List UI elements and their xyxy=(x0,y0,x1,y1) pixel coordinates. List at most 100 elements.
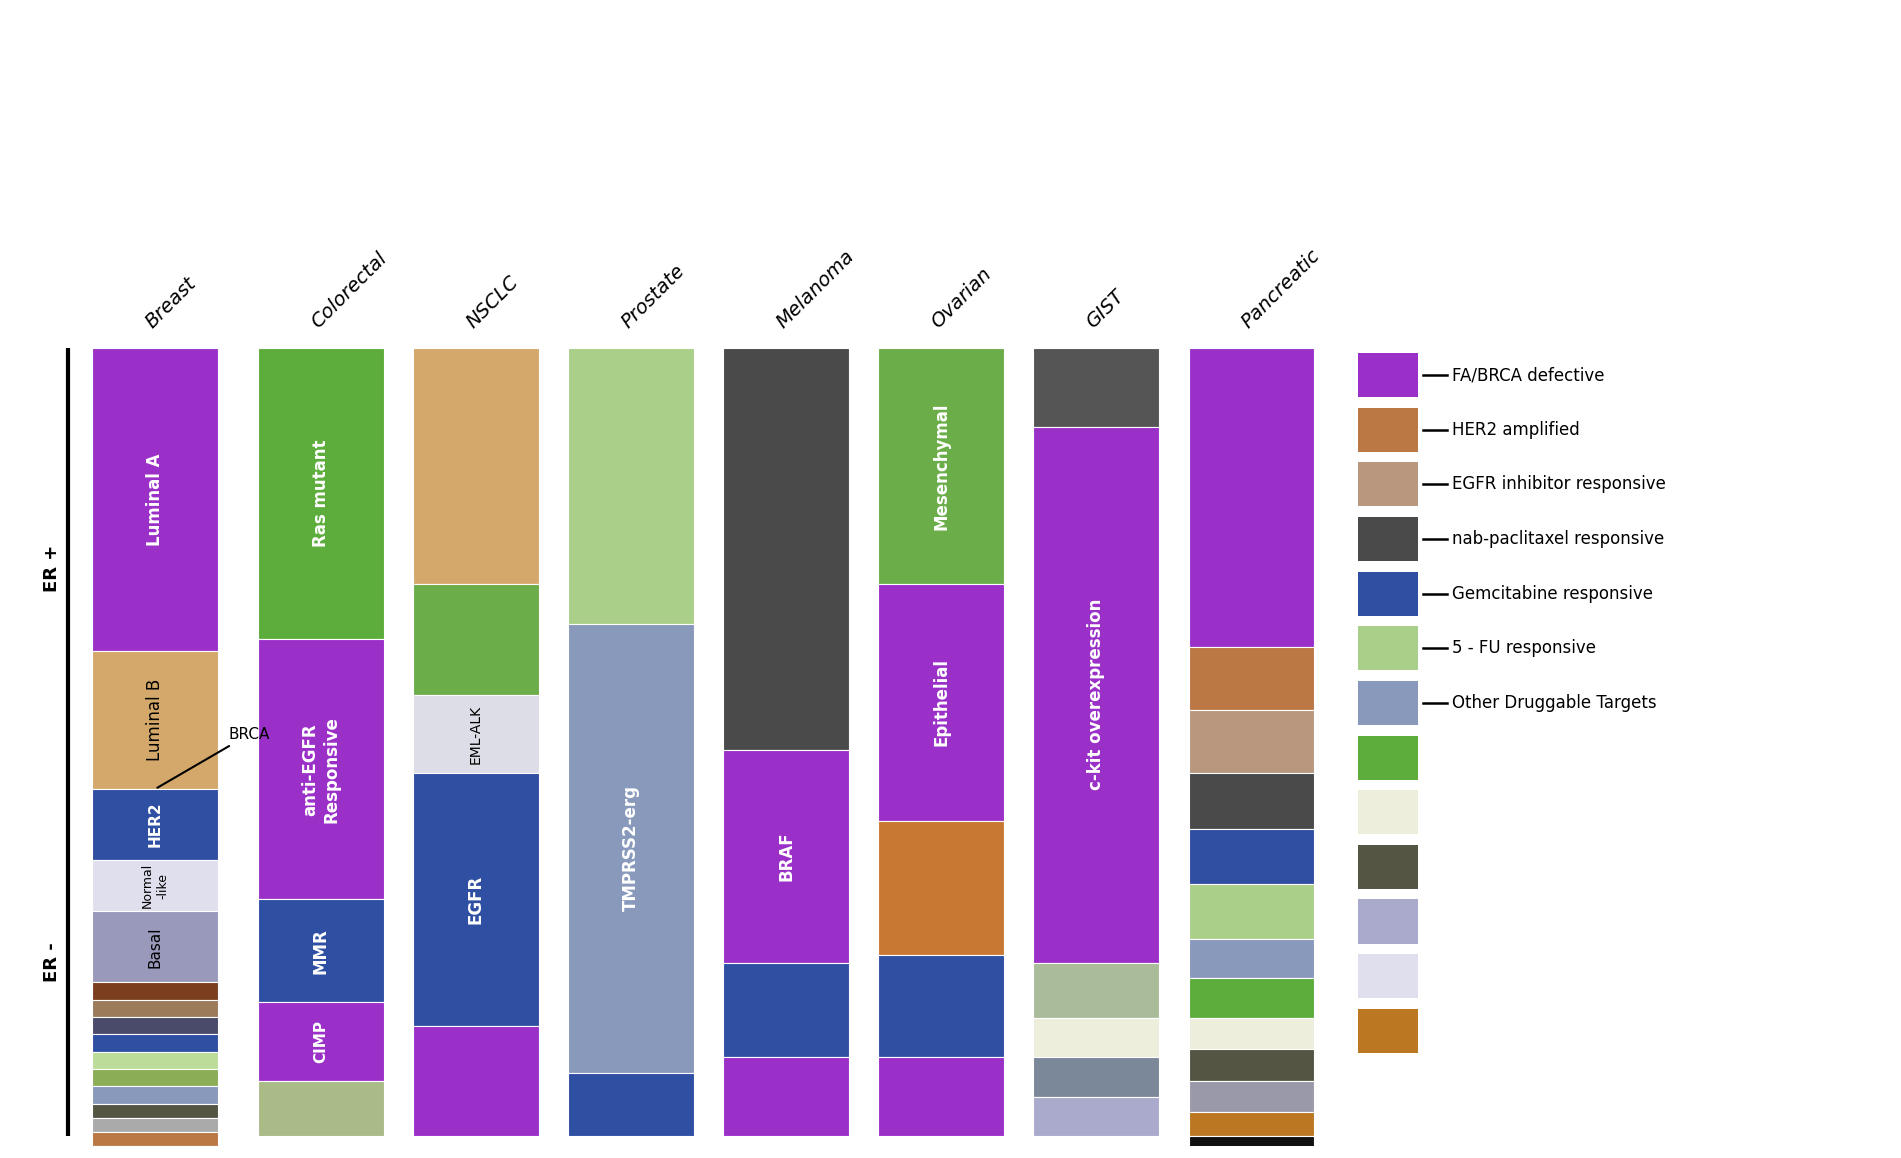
Bar xyxy=(1188,1113,1314,1136)
Text: Gemcitabine responsive: Gemcitabine responsive xyxy=(1452,585,1654,602)
Text: FA/BRCA defective: FA/BRCA defective xyxy=(1452,366,1604,384)
Bar xyxy=(1357,681,1418,725)
Text: GIST: GIST xyxy=(1084,287,1129,332)
Text: ER -: ER - xyxy=(44,943,61,982)
Bar xyxy=(91,651,219,789)
Bar xyxy=(568,624,694,1072)
Bar xyxy=(1034,1057,1160,1097)
Bar xyxy=(1357,1009,1418,1053)
Bar xyxy=(1188,1049,1314,1080)
Text: Mesenchymal: Mesenchymal xyxy=(931,402,950,530)
Bar xyxy=(1188,884,1314,939)
Bar xyxy=(722,347,850,749)
Text: Other Druggable Targets: Other Druggable Targets xyxy=(1452,694,1658,712)
Bar xyxy=(1357,626,1418,670)
Bar xyxy=(259,1002,384,1080)
Text: Prostate: Prostate xyxy=(618,262,688,332)
Bar xyxy=(878,1057,1004,1136)
Bar xyxy=(91,1104,219,1117)
Bar xyxy=(413,347,538,585)
Bar xyxy=(259,900,384,1002)
Bar xyxy=(1357,790,1418,834)
Bar xyxy=(1357,572,1418,616)
Bar xyxy=(91,1117,219,1133)
Bar xyxy=(91,347,219,651)
Bar xyxy=(1188,939,1314,979)
Bar xyxy=(568,1072,694,1136)
Text: Pancreatic: Pancreatic xyxy=(1238,245,1325,332)
Bar xyxy=(722,1057,850,1136)
Text: Normal
-like: Normal -like xyxy=(141,863,169,908)
Text: Luminal A: Luminal A xyxy=(146,453,163,545)
Bar xyxy=(1034,962,1160,1018)
Bar xyxy=(413,695,538,774)
Bar xyxy=(413,585,538,695)
Text: TMPRSS2-erg: TMPRSS2-erg xyxy=(622,785,641,911)
Text: EML-ALK: EML-ALK xyxy=(470,704,483,763)
Text: anti-EGFR
Responsive: anti-EGFR Responsive xyxy=(300,716,340,823)
Bar xyxy=(878,347,1004,585)
Bar xyxy=(1357,900,1418,944)
Text: CIMP: CIMP xyxy=(314,1020,329,1063)
Text: ER +: ER + xyxy=(44,545,61,592)
Bar xyxy=(1188,710,1314,774)
Bar xyxy=(1357,954,1418,998)
Bar xyxy=(1188,1136,1314,1158)
Text: Luminal B: Luminal B xyxy=(146,679,163,761)
Text: HER2 amplified: HER2 amplified xyxy=(1452,420,1580,439)
Bar xyxy=(259,639,384,900)
Bar xyxy=(91,982,219,999)
Text: Melanoma: Melanoma xyxy=(772,247,857,332)
Bar xyxy=(722,962,850,1057)
Bar xyxy=(1357,516,1418,562)
Bar xyxy=(1188,1018,1314,1049)
Bar xyxy=(722,749,850,962)
Bar xyxy=(1357,735,1418,779)
Bar xyxy=(1034,1018,1160,1057)
Bar xyxy=(91,1146,219,1156)
Bar xyxy=(1188,347,1314,647)
Bar xyxy=(91,1133,219,1146)
Bar xyxy=(91,1017,219,1034)
Text: Breast: Breast xyxy=(141,274,200,332)
Bar xyxy=(91,911,219,982)
Bar xyxy=(1357,408,1418,452)
Bar xyxy=(1034,1097,1160,1136)
Bar xyxy=(413,774,538,1026)
Bar xyxy=(259,1080,384,1136)
Bar xyxy=(878,954,1004,1057)
Bar xyxy=(1188,979,1314,1018)
Bar xyxy=(91,860,219,911)
Bar xyxy=(413,1026,538,1136)
Bar xyxy=(878,821,1004,954)
Bar xyxy=(1357,462,1418,506)
Text: NSCLC: NSCLC xyxy=(462,272,523,332)
Bar xyxy=(1188,829,1314,884)
Bar xyxy=(1188,774,1314,829)
Bar xyxy=(1188,647,1314,710)
Bar xyxy=(91,1069,219,1086)
Text: EGFR: EGFR xyxy=(468,874,485,924)
Text: BRCA: BRCA xyxy=(158,727,270,787)
Bar xyxy=(878,585,1004,821)
Bar xyxy=(1357,353,1418,397)
Text: Ras mutant: Ras mutant xyxy=(312,440,329,548)
Bar xyxy=(259,347,384,639)
Text: c-kit overexpression: c-kit overexpression xyxy=(1087,599,1104,790)
Text: Ovarian: Ovarian xyxy=(928,264,996,332)
Bar xyxy=(91,1086,219,1104)
Bar xyxy=(1034,426,1160,962)
Text: Colorectal: Colorectal xyxy=(308,249,390,332)
Bar xyxy=(1357,845,1418,889)
Bar xyxy=(1188,1080,1314,1113)
Text: MMR: MMR xyxy=(312,928,329,974)
Bar xyxy=(91,999,219,1017)
Bar xyxy=(1034,347,1160,426)
Bar xyxy=(91,789,219,860)
Text: Basal: Basal xyxy=(148,926,162,968)
Text: BRAF: BRAF xyxy=(778,831,795,881)
Bar xyxy=(568,347,694,624)
Text: HER2: HER2 xyxy=(148,801,162,848)
Bar xyxy=(91,1034,219,1051)
Text: Epithelial: Epithelial xyxy=(931,659,950,747)
